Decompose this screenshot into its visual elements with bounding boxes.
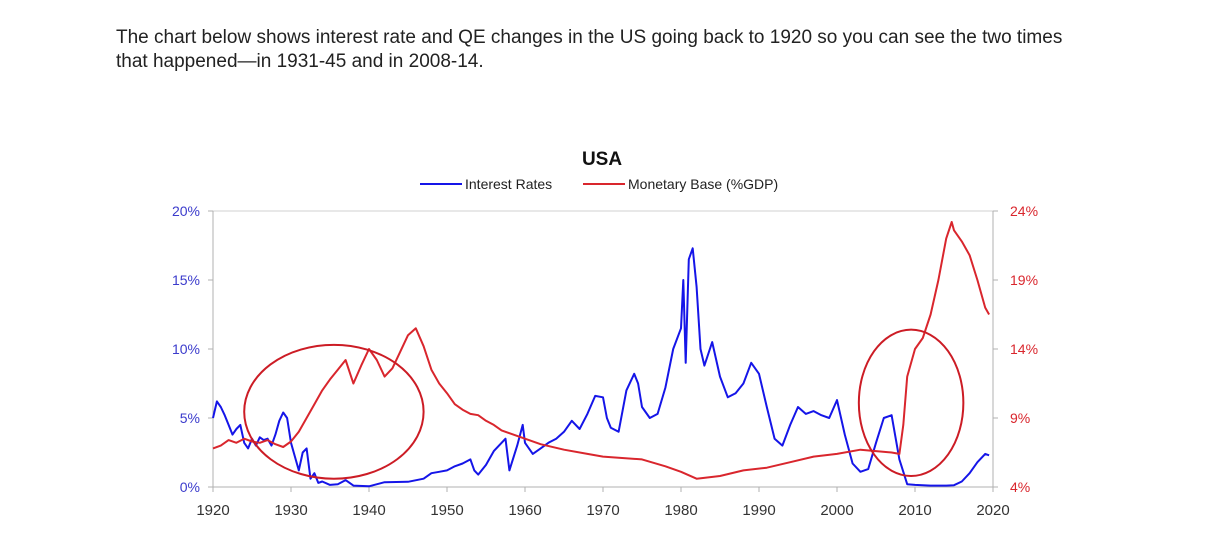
x-tick-label: 1930 [274,502,307,519]
annotation-circle-2008-14 [857,328,965,477]
left-tick-label: 20% [172,203,200,219]
right-tick-label: 19% [1010,272,1038,288]
x-tick-label: 1920 [196,502,229,519]
left-tick-label: 10% [172,341,200,357]
x-tick-label: 2010 [898,502,931,519]
series-interest-rates-line [212,247,990,488]
x-axis-ticks: 1920 1930 1940 1950 1960 1970 1980 1990 2000 2010… [196,487,1010,519]
chart-title: USA [582,149,622,170]
annotation-layer [243,328,965,480]
right-axis-ticks: 4% 9% 14% 19% 24% [993,203,1038,495]
x-tick-label: 1960 [508,502,541,519]
x-tick-label: 1990 [742,502,775,519]
series-monetary-base-line [212,221,990,480]
right-tick-label: 24% [1010,203,1038,219]
x-tick-label: 2000 [820,502,853,519]
x-tick-label: 1980 [664,502,697,519]
right-tick-label: 4% [1010,479,1030,495]
legend: Interest Rates Monetary Base (%GDP) [420,176,778,192]
left-tick-label: 0% [180,479,200,495]
x-tick-label: 1940 [352,502,385,519]
right-tick-label: 9% [1010,410,1030,426]
intro-line-1: The chart below shows interest rate and … [116,27,1063,48]
left-axis-ticks: 0% 5% 10% 15% 20% [172,203,213,495]
series-layer [212,221,990,488]
legend-label-interest-rates: Interest Rates [465,176,552,192]
annotation-circle-1931-45 [243,343,425,480]
x-tick-label: 1950 [430,502,463,519]
legend-label-monetary-base: Monetary Base (%GDP) [628,176,778,192]
right-tick-label: 14% [1010,341,1038,357]
intro-line-2: that happened—in 1931-45 and in 2008-14. [116,51,484,72]
x-tick-label: 2020 [976,502,1009,519]
left-tick-label: 5% [180,410,200,426]
intro-text: The chart below shows interest rate and … [116,26,1116,74]
left-tick-label: 15% [172,272,200,288]
x-tick-label: 1970 [586,502,619,519]
